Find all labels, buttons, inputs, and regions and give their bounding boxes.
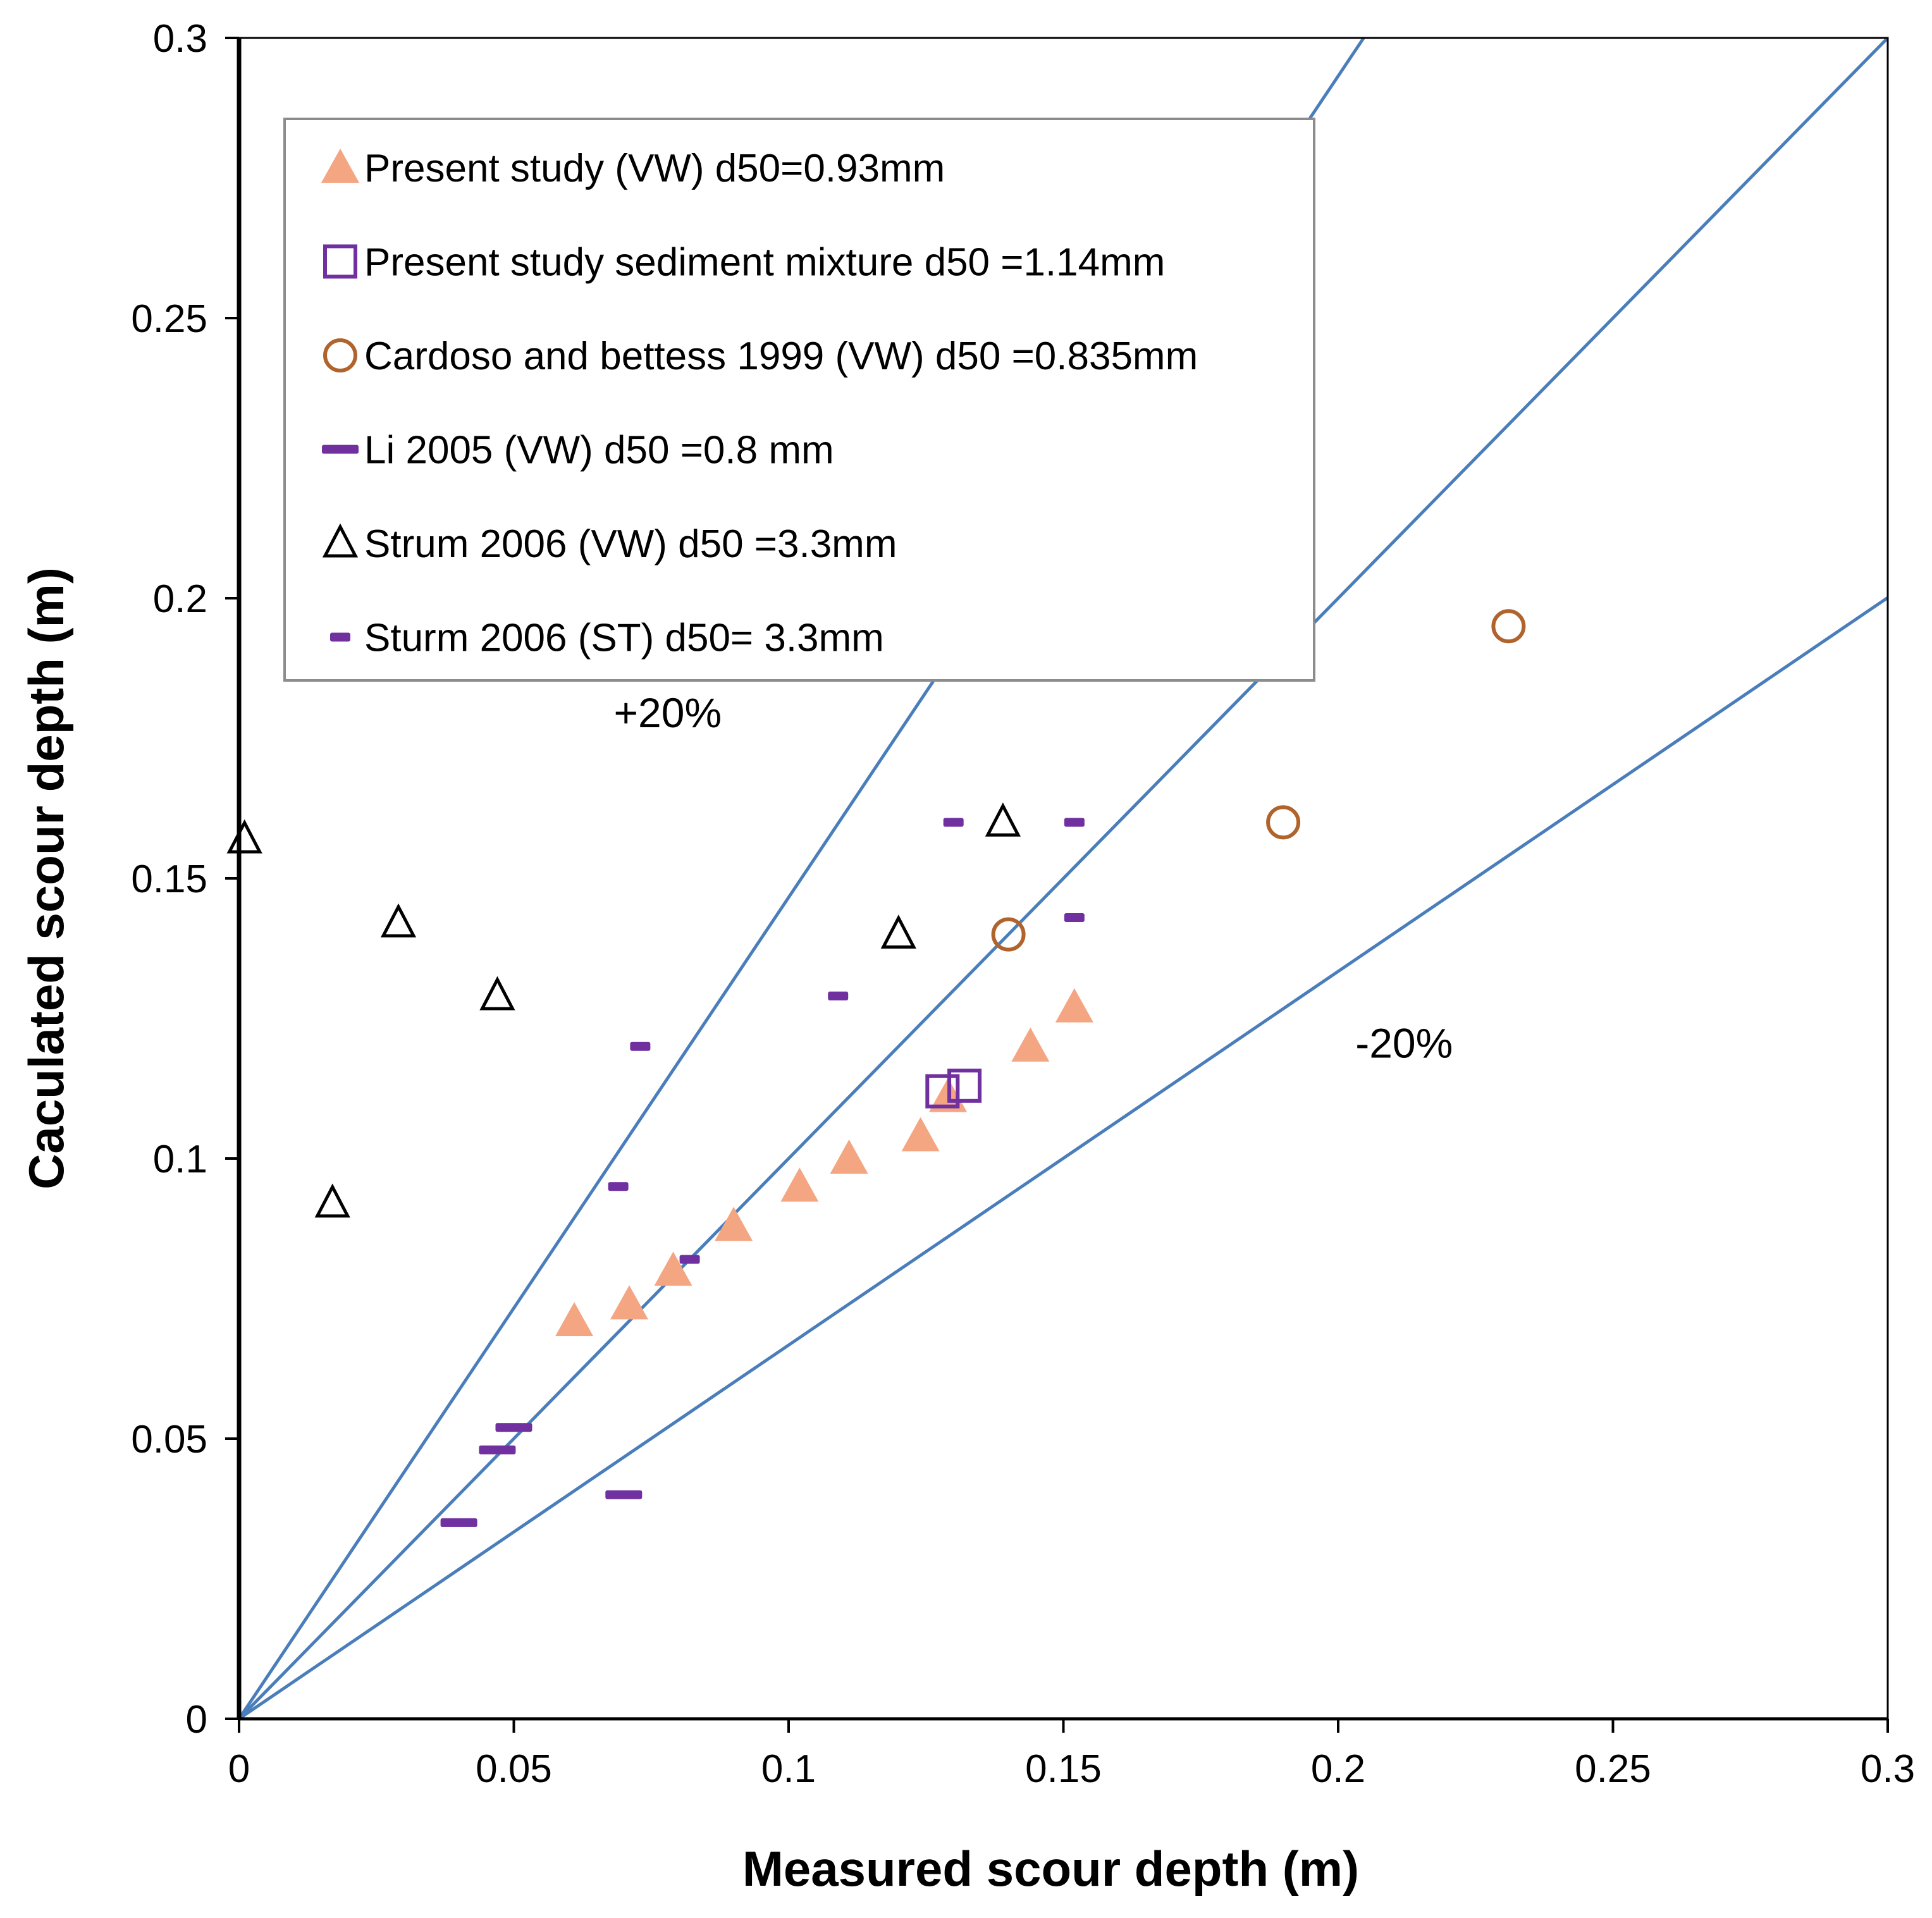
x-tick-label: 0.25	[1575, 1747, 1651, 1791]
legend-item: Strum 2006 (VW) d50 =3.3mm	[322, 522, 897, 566]
data-point	[830, 1140, 868, 1174]
data-point	[947, 1068, 982, 1103]
x-tick-label: 0.05	[476, 1747, 552, 1791]
legend-marker	[330, 632, 350, 642]
x-axis-title: Measured scour depth (m)	[742, 1841, 1359, 1896]
series-5	[608, 818, 1085, 1264]
legend-item: Cardoso and bettess 1999 (VW) d50 =0.835…	[323, 335, 1198, 378]
data-point	[380, 903, 417, 938]
legend-item: Sturm 2006 (ST) d50= 3.3mm	[330, 617, 884, 660]
data-point	[1491, 609, 1526, 644]
data-point	[555, 1301, 594, 1336]
legend-label: Li 2005 (VW) d50 =0.8 mm	[364, 429, 834, 472]
series-4	[226, 802, 1021, 1218]
x-tick-label: 0.1	[761, 1747, 816, 1791]
y-tick-label: 0.2	[153, 577, 207, 621]
data-point	[880, 914, 916, 949]
y-tick-label: 0.3	[153, 17, 207, 61]
data-point	[608, 1182, 629, 1191]
data-point	[991, 917, 1026, 952]
data-point	[1064, 913, 1085, 923]
data-point	[925, 1074, 960, 1109]
data-point	[440, 1518, 477, 1527]
data-point	[605, 1490, 643, 1499]
data-point	[654, 1251, 692, 1286]
legend-label: Sturm 2006 (ST) d50= 3.3mm	[364, 617, 884, 660]
legend-label: Strum 2006 (VW) d50 =3.3mm	[364, 522, 897, 566]
y-tick-label: 0.1	[153, 1138, 207, 1181]
data-point	[630, 1042, 651, 1051]
data-point	[1011, 1027, 1050, 1062]
data-point	[479, 1445, 516, 1454]
data-point	[479, 976, 515, 1011]
series-3	[440, 1423, 643, 1527]
data-point	[610, 1285, 648, 1320]
series-0	[555, 988, 1093, 1336]
series-1	[925, 1068, 982, 1109]
y-axis-title: Caculated scour depth (m)	[18, 567, 74, 1190]
x-tick-label: 0	[228, 1747, 250, 1791]
legend-label: Present study (VW) d50=0.93mm	[364, 147, 945, 190]
legend-item: Present study (VW) d50=0.93mm	[321, 147, 945, 190]
y-tick-label: 0.25	[131, 297, 207, 341]
data-point	[943, 818, 964, 827]
data-point	[715, 1207, 753, 1241]
data-point	[314, 1183, 350, 1218]
data-point	[1266, 805, 1301, 840]
series-2	[991, 609, 1526, 952]
y-tick-label: 0.15	[131, 858, 207, 901]
legend-label: Present study sediment mixture d50 =1.14…	[364, 241, 1165, 285]
legend-marker	[323, 338, 357, 372]
y-tick-label: 0.05	[131, 1418, 207, 1461]
x-tick-label: 0.3	[1861, 1747, 1915, 1791]
data-point	[780, 1167, 819, 1202]
x-tick-label: 0.2	[1311, 1747, 1365, 1791]
data-point	[679, 1255, 700, 1264]
line-annotation: -20%	[1355, 1020, 1453, 1067]
data-point	[828, 992, 849, 1001]
line-annotation: +20%	[613, 689, 722, 736]
reference-line	[239, 596, 1888, 1719]
legend-box	[283, 118, 1315, 682]
legend-item: Li 2005 (VW) d50 =0.8 mm	[322, 429, 834, 472]
data-point	[495, 1423, 532, 1432]
reference-line	[239, 38, 1888, 1719]
data-point	[985, 802, 1021, 837]
data-point	[226, 819, 262, 854]
data-point	[901, 1117, 940, 1152]
legend-marker	[322, 445, 359, 454]
x-tick-label: 0.15	[1025, 1747, 1102, 1791]
legend-marker	[321, 149, 359, 183]
legend-marker	[323, 244, 357, 279]
legend-marker	[322, 523, 359, 558]
legend-item: Present study sediment mixture d50 =1.14…	[323, 241, 1165, 285]
y-tick-label: 0	[186, 1698, 207, 1742]
data-point	[1064, 818, 1085, 827]
data-point	[1055, 988, 1093, 1023]
legend-label: Cardoso and bettess 1999 (VW) d50 =0.835…	[364, 335, 1198, 378]
